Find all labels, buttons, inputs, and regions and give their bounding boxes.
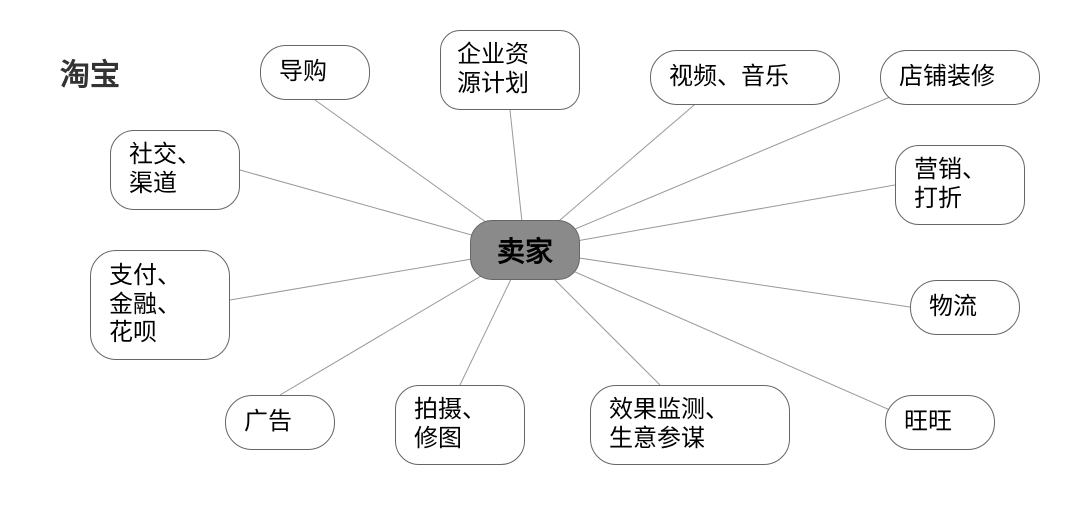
- node-ads: 广告: [225, 395, 335, 450]
- node-logistics: 物流: [910, 280, 1020, 335]
- node-erp: 企业资 源计划: [440, 30, 580, 110]
- node-photo: 拍摄、 修图: [395, 385, 525, 465]
- node-guide: 导购: [260, 45, 370, 100]
- node-wangwang: 旺旺: [885, 395, 995, 450]
- node-monitor: 效果监测、 生意参谋: [590, 385, 790, 465]
- node-video: 视频、音乐: [650, 50, 840, 105]
- node-social: 社交、 渠道: [110, 130, 240, 210]
- node-marketing: 营销、 打折: [895, 145, 1025, 225]
- diagram-title: 淘宝: [60, 50, 120, 94]
- node-decor: 店铺装修: [880, 50, 1040, 105]
- node-pay: 支付、 金融、 花呗: [90, 250, 230, 360]
- center-node-seller: 卖家: [470, 220, 580, 280]
